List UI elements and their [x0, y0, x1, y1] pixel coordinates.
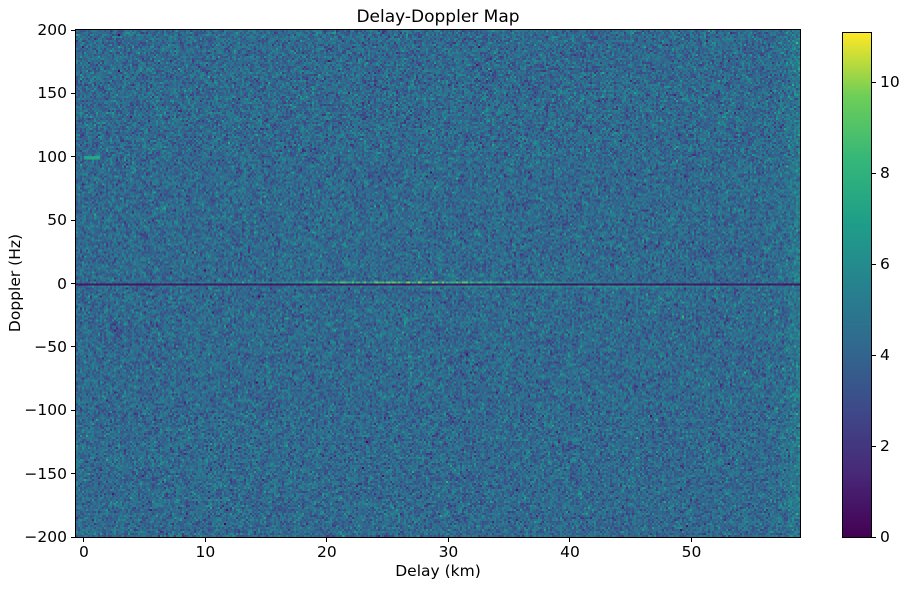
colorbar	[842, 32, 872, 538]
y-tick-mark	[71, 156, 75, 158]
x-tick-label: 0	[78, 543, 89, 561]
y-tick-label: −100	[24, 401, 67, 420]
y-tick-mark	[71, 473, 75, 475]
chart-title: Delay-Doppler Map	[356, 7, 520, 27]
y-tick-mark	[71, 409, 75, 411]
colorbar-tick-label: 8	[880, 164, 890, 183]
y-tick-label: 200	[37, 21, 67, 39]
y-tick-mark	[71, 536, 75, 538]
y-tick-label: 0	[57, 274, 67, 293]
plot-area	[75, 29, 801, 538]
x-axis-label: Delay (km)	[395, 562, 481, 580]
colorbar-tick-label: 0	[880, 528, 890, 546]
colorbar-tick-mark	[872, 263, 876, 265]
colorbar-tick-mark	[872, 445, 876, 447]
colorbar-gradient-canvas	[843, 33, 871, 537]
colorbar-tick-label: 10	[880, 73, 900, 92]
colorbar-tick-mark	[872, 354, 876, 356]
x-tick-mark	[690, 538, 692, 542]
y-tick-label: −50	[34, 337, 67, 356]
x-tick-label: 30	[438, 543, 459, 561]
y-tick-label: 50	[47, 211, 67, 230]
heatmap-canvas	[76, 30, 800, 537]
y-tick-label: 100	[37, 147, 67, 166]
x-tick-label: 20	[317, 543, 337, 561]
y-tick-mark	[71, 283, 75, 284]
colorbar-tick-label: 6	[880, 255, 890, 274]
x-tick-mark	[83, 538, 85, 542]
colorbar-tick-mark	[872, 172, 876, 174]
y-tick-label: −150	[24, 464, 67, 483]
x-tick-label: 10	[195, 543, 216, 561]
y-tick-label: −200	[24, 528, 67, 546]
colorbar-tick-label: 4	[880, 346, 890, 365]
y-tick-mark	[71, 346, 75, 348]
y-tick-mark	[71, 92, 75, 94]
y-tick-label: 150	[37, 84, 67, 103]
x-tick-mark	[326, 538, 328, 542]
colorbar-tick-mark	[872, 536, 876, 538]
x-tick-label: 40	[560, 543, 580, 561]
y-tick-mark	[71, 29, 75, 31]
y-tick-mark	[71, 219, 75, 221]
colorbar-tick-label: 2	[880, 437, 890, 456]
y-axis-label: Doppler (Hz)	[6, 233, 24, 333]
x-tick-mark	[447, 538, 449, 542]
x-tick-label: 50	[681, 543, 702, 561]
x-tick-mark	[204, 538, 206, 542]
x-tick-mark	[569, 538, 571, 542]
colorbar-tick-mark	[872, 81, 876, 83]
